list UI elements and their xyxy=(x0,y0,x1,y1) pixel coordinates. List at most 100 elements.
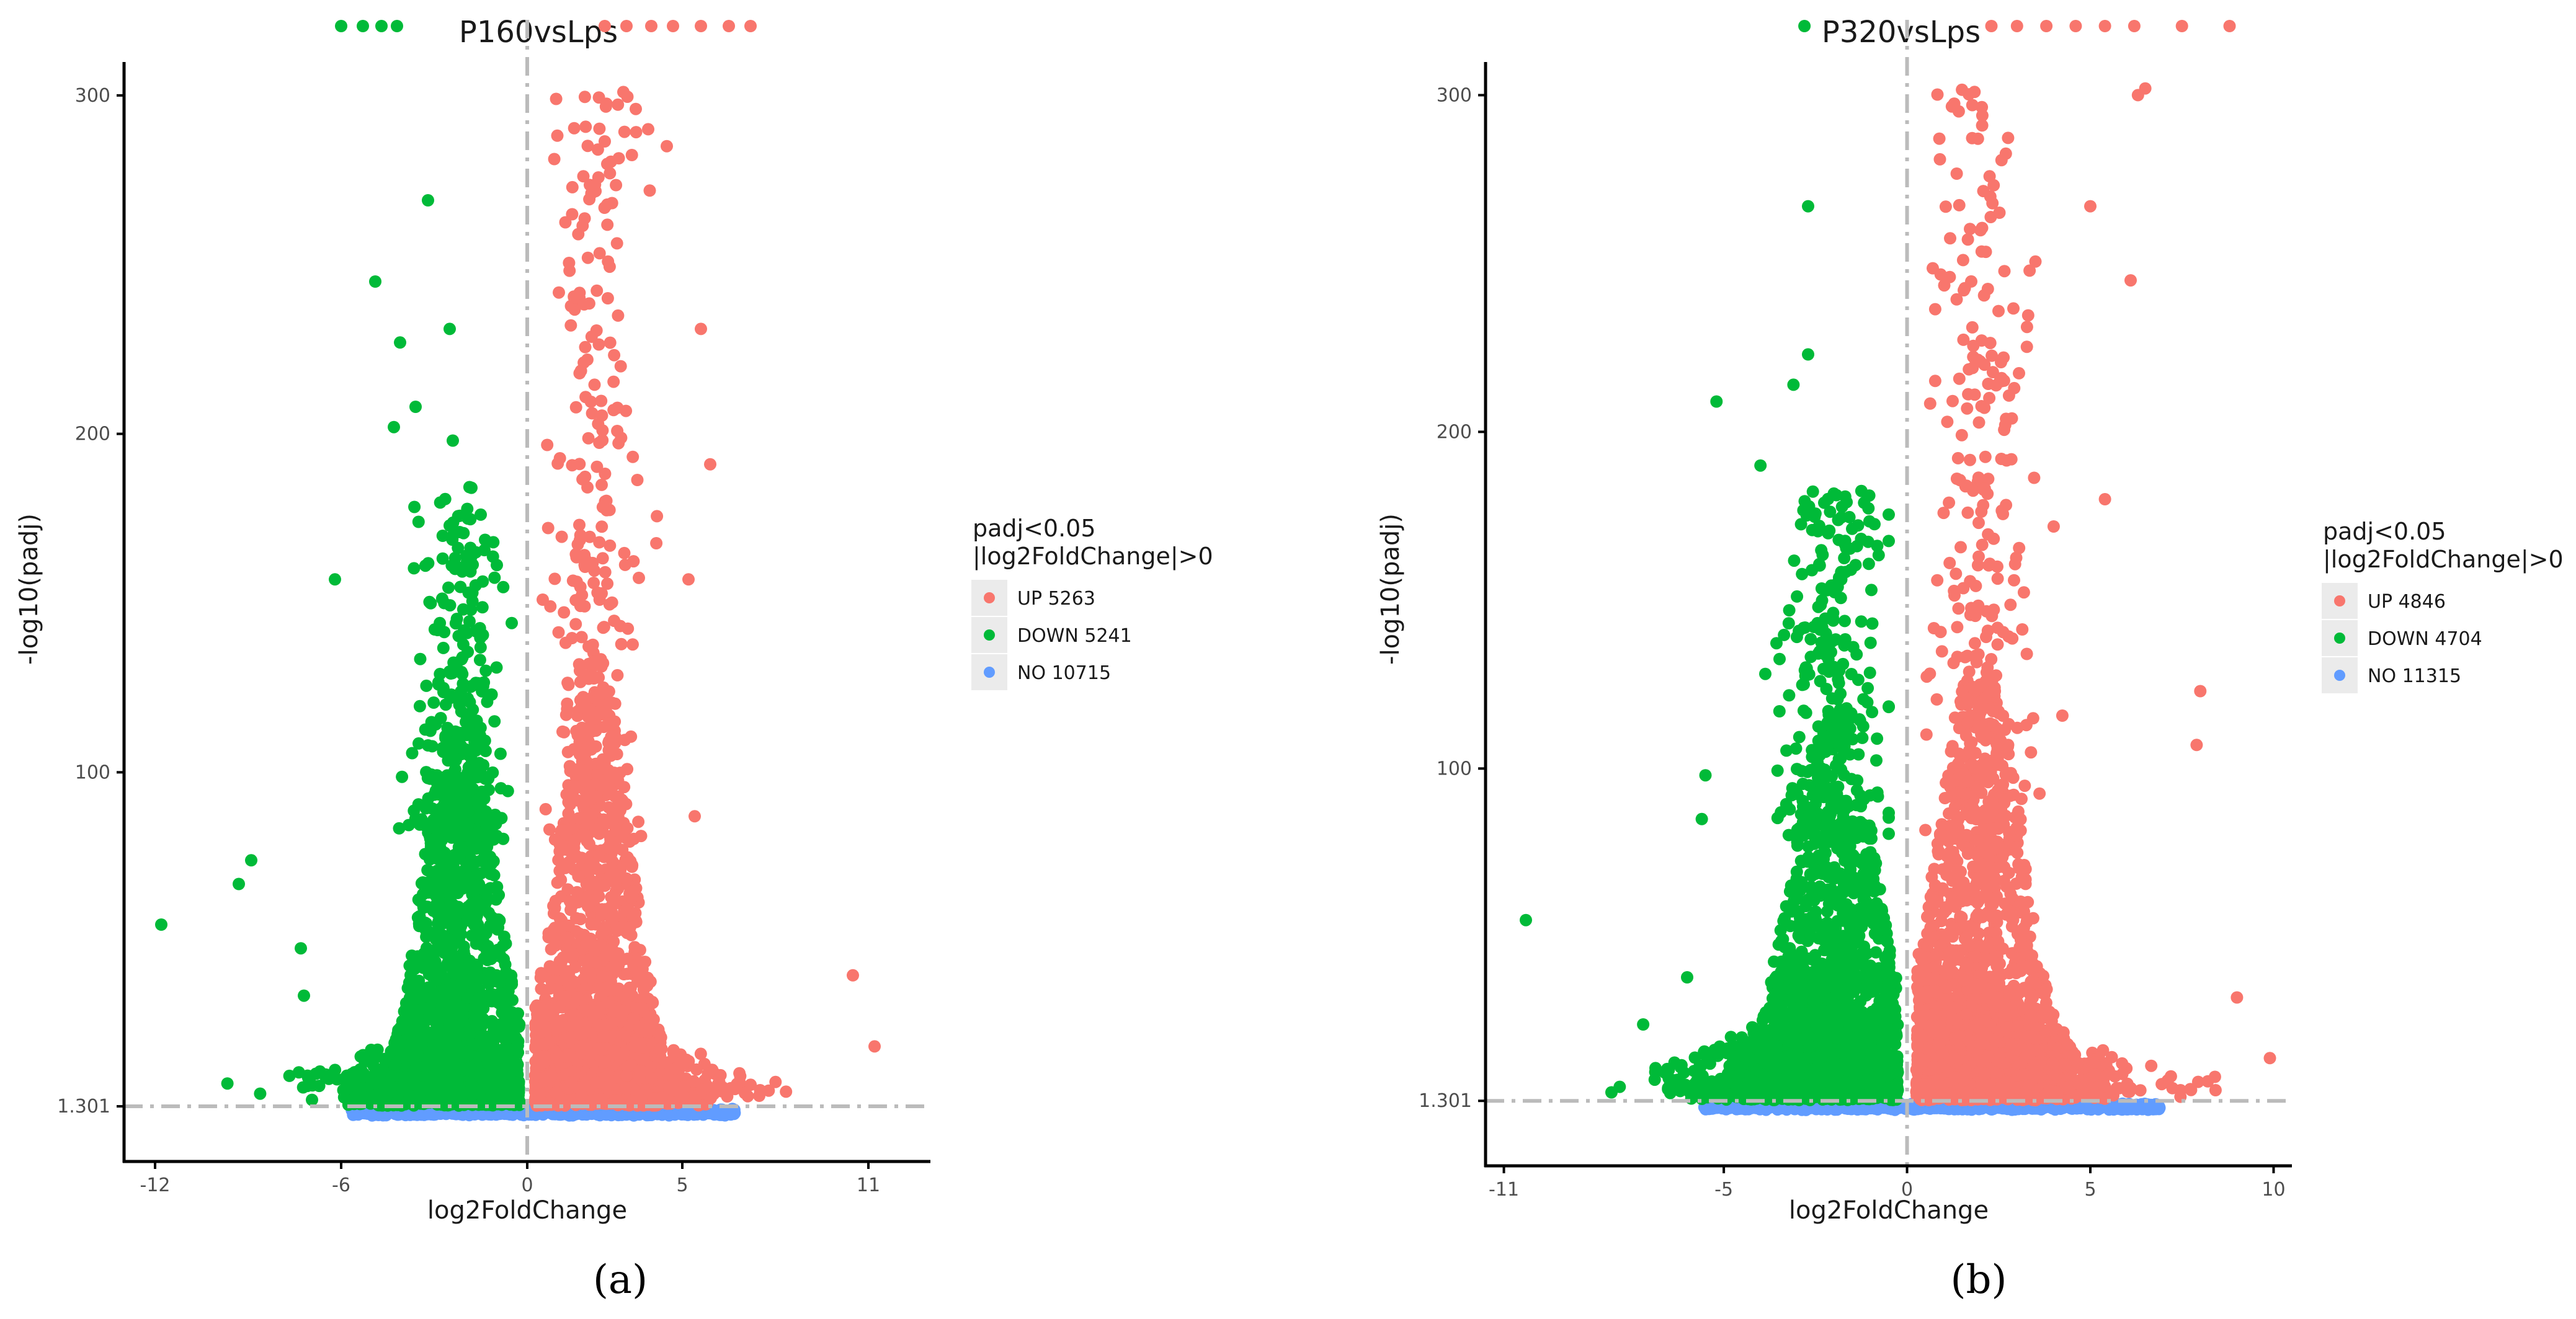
down-point xyxy=(443,519,456,532)
down-point xyxy=(446,922,459,935)
down-point xyxy=(437,815,450,828)
down-point xyxy=(470,895,483,908)
down-point xyxy=(444,999,457,1011)
no-point xyxy=(723,1106,736,1119)
down-point xyxy=(445,831,458,844)
down-point xyxy=(451,561,464,574)
down-point xyxy=(392,1024,405,1037)
down-point xyxy=(490,949,503,962)
down-point xyxy=(407,1078,419,1091)
down-point xyxy=(469,624,482,637)
down-point xyxy=(324,1071,337,1084)
down-point xyxy=(366,1077,378,1090)
down-point xyxy=(489,913,502,926)
down-point xyxy=(447,1073,460,1086)
down-point xyxy=(395,1036,408,1049)
no-point xyxy=(359,1107,372,1120)
down-point xyxy=(482,783,495,796)
down-point xyxy=(436,552,449,565)
up-point xyxy=(628,941,641,954)
down-point xyxy=(450,613,463,625)
down-point xyxy=(446,987,459,1000)
down-point xyxy=(479,664,492,677)
down-point xyxy=(389,1058,402,1071)
down-point xyxy=(494,747,507,760)
down-point xyxy=(411,815,424,828)
down-point xyxy=(427,1039,440,1052)
down-point xyxy=(501,784,514,797)
down-point xyxy=(497,580,510,593)
down-point xyxy=(433,788,446,801)
down-point xyxy=(434,842,447,854)
down-point xyxy=(442,1042,455,1055)
down-point xyxy=(385,1045,398,1058)
down-point xyxy=(455,879,468,892)
down-point xyxy=(422,792,435,805)
down-point xyxy=(444,1020,457,1033)
down-point xyxy=(449,753,462,766)
down-point xyxy=(465,1078,478,1091)
down-point xyxy=(432,771,445,784)
down-point xyxy=(417,961,430,974)
down-point xyxy=(484,990,497,1003)
down-point xyxy=(432,923,444,936)
up-point xyxy=(535,982,548,995)
down-point xyxy=(455,828,468,842)
down-point xyxy=(413,699,426,713)
down-point xyxy=(406,949,418,962)
down-point xyxy=(310,1067,323,1080)
down-point xyxy=(420,930,433,943)
down-point xyxy=(445,1090,458,1103)
down-point xyxy=(497,1088,510,1101)
down-point xyxy=(424,1072,437,1085)
down-point xyxy=(475,855,488,867)
down-point xyxy=(221,1077,234,1090)
down-point xyxy=(463,481,476,494)
down-point xyxy=(423,1058,436,1071)
down-point xyxy=(369,1051,382,1064)
down-point xyxy=(461,914,474,927)
down-point xyxy=(448,956,461,969)
down-point xyxy=(504,1055,517,1068)
no-point xyxy=(411,1108,424,1121)
down-point xyxy=(512,1020,525,1033)
down-point xyxy=(474,770,487,783)
down-point xyxy=(306,1093,318,1106)
down-point xyxy=(484,882,497,895)
down-point xyxy=(434,616,447,629)
down-point xyxy=(436,742,449,755)
down-point xyxy=(403,1046,416,1059)
down-point xyxy=(463,696,476,709)
down-point xyxy=(506,616,518,629)
down-point xyxy=(424,851,437,864)
down-point xyxy=(466,595,479,608)
down-point xyxy=(424,597,437,610)
down-point xyxy=(487,855,500,868)
down-point xyxy=(506,975,518,988)
down-point xyxy=(482,1047,495,1060)
panel-a-points xyxy=(155,20,881,1122)
down-point xyxy=(464,513,477,526)
down-point xyxy=(494,1027,507,1040)
down-point xyxy=(487,833,500,846)
down-point xyxy=(491,559,503,572)
down-point xyxy=(410,1014,423,1027)
down-point xyxy=(473,735,486,748)
down-point xyxy=(354,1063,367,1076)
down-point xyxy=(509,1093,522,1106)
down-point xyxy=(415,1038,428,1051)
down-point xyxy=(437,910,450,922)
down-point xyxy=(473,654,486,667)
down-point xyxy=(489,817,502,830)
no-point xyxy=(604,1108,617,1121)
down-point xyxy=(455,705,468,718)
down-point xyxy=(428,974,441,987)
down-point xyxy=(406,747,419,760)
down-point xyxy=(427,696,440,709)
down-point xyxy=(490,661,503,674)
down-point xyxy=(460,549,473,562)
down-point xyxy=(449,769,461,782)
down-point xyxy=(447,966,460,979)
